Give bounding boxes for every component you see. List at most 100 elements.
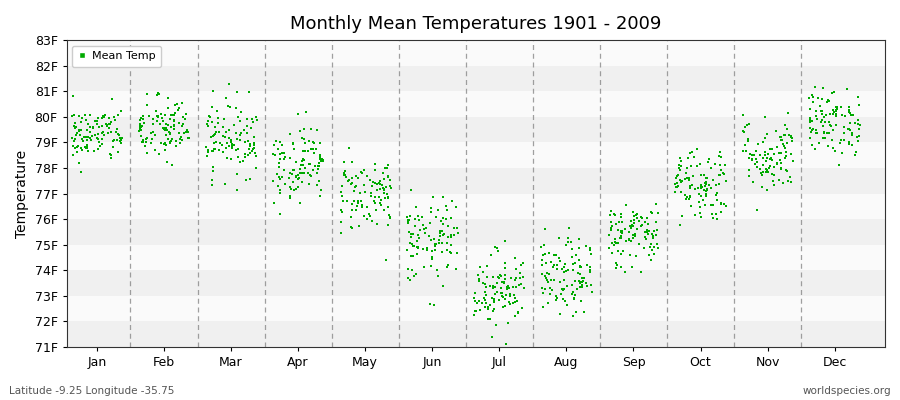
- Point: [565, 312, 580, 319]
- Point: [535, 256, 549, 263]
- Point: [67, 123, 81, 129]
- Point: [673, 163, 688, 169]
- Point: [91, 136, 105, 142]
- Point: [764, 157, 778, 164]
- Point: [438, 216, 453, 222]
- Point: [773, 133, 788, 140]
- Point: [492, 297, 507, 304]
- Point: [618, 202, 633, 208]
- Point: [740, 122, 754, 129]
- Point: [212, 147, 227, 153]
- Point: [274, 187, 288, 193]
- Point: [201, 118, 215, 124]
- Point: [544, 259, 558, 266]
- Point: [173, 140, 187, 146]
- Point: [363, 177, 377, 183]
- Point: [560, 282, 574, 289]
- Point: [469, 308, 483, 314]
- Point: [604, 226, 618, 232]
- Point: [303, 172, 318, 178]
- Point: [751, 206, 765, 213]
- Point: [176, 114, 190, 120]
- Point: [622, 236, 636, 243]
- Point: [80, 127, 94, 133]
- Point: [772, 157, 787, 164]
- Point: [150, 113, 165, 119]
- Point: [704, 164, 718, 171]
- Point: [749, 156, 763, 162]
- Point: [86, 124, 101, 130]
- Point: [644, 244, 658, 250]
- Point: [803, 106, 817, 112]
- Bar: [67, 322, 885, 347]
- Point: [749, 156, 763, 162]
- Point: [338, 174, 353, 180]
- Point: [132, 121, 147, 127]
- Point: [572, 236, 586, 243]
- Point: [669, 175, 683, 181]
- Point: [245, 148, 259, 155]
- Point: [683, 183, 698, 189]
- Point: [151, 91, 166, 97]
- Bar: [67, 91, 885, 117]
- Point: [412, 217, 427, 224]
- Point: [353, 190, 367, 196]
- Point: [549, 252, 563, 258]
- Point: [842, 104, 856, 110]
- Point: [694, 172, 708, 178]
- Point: [500, 283, 515, 289]
- Point: [68, 124, 83, 130]
- Point: [310, 127, 324, 134]
- Point: [625, 238, 639, 244]
- Point: [441, 262, 455, 268]
- Point: [562, 225, 576, 231]
- Point: [498, 302, 512, 309]
- Point: [94, 122, 109, 129]
- Point: [750, 159, 764, 166]
- Point: [851, 121, 866, 127]
- Point: [650, 227, 664, 233]
- Point: [360, 204, 374, 210]
- Point: [414, 214, 428, 220]
- Point: [304, 146, 319, 152]
- Point: [611, 240, 625, 246]
- Point: [449, 266, 464, 272]
- Point: [698, 180, 713, 186]
- Point: [151, 114, 166, 120]
- Point: [303, 161, 318, 167]
- Point: [622, 236, 636, 242]
- Point: [66, 151, 80, 158]
- Point: [346, 198, 361, 204]
- Point: [84, 137, 98, 143]
- Point: [742, 121, 757, 128]
- Point: [287, 167, 302, 173]
- Point: [540, 277, 554, 284]
- Point: [216, 132, 230, 139]
- Point: [842, 141, 857, 147]
- Point: [535, 271, 549, 278]
- Point: [628, 253, 643, 260]
- Point: [735, 128, 750, 135]
- Point: [66, 93, 80, 100]
- Point: [293, 170, 308, 176]
- Point: [645, 210, 660, 216]
- Point: [736, 148, 751, 154]
- Point: [377, 190, 392, 196]
- Point: [239, 116, 254, 122]
- Bar: [67, 168, 885, 194]
- Point: [206, 163, 220, 170]
- Point: [205, 168, 220, 174]
- Point: [92, 138, 106, 145]
- Point: [571, 285, 585, 292]
- Point: [112, 149, 126, 155]
- Point: [715, 209, 729, 216]
- Point: [710, 216, 724, 223]
- Point: [512, 270, 526, 276]
- Point: [96, 113, 111, 119]
- Point: [430, 267, 445, 274]
- Point: [311, 162, 326, 169]
- Point: [672, 167, 687, 173]
- Point: [79, 134, 94, 140]
- Point: [146, 129, 160, 136]
- Point: [803, 135, 817, 141]
